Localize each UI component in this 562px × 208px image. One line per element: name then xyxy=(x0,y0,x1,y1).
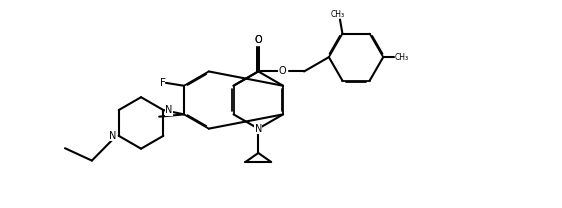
Text: CH₃: CH₃ xyxy=(395,53,409,62)
Text: CH₃: CH₃ xyxy=(331,10,345,19)
Text: O: O xyxy=(255,35,262,45)
Text: O: O xyxy=(255,35,262,45)
Text: N: N xyxy=(165,105,173,115)
Text: F: F xyxy=(160,78,165,88)
Text: O: O xyxy=(279,66,287,77)
Text: N: N xyxy=(255,124,262,134)
Text: N: N xyxy=(110,131,117,141)
